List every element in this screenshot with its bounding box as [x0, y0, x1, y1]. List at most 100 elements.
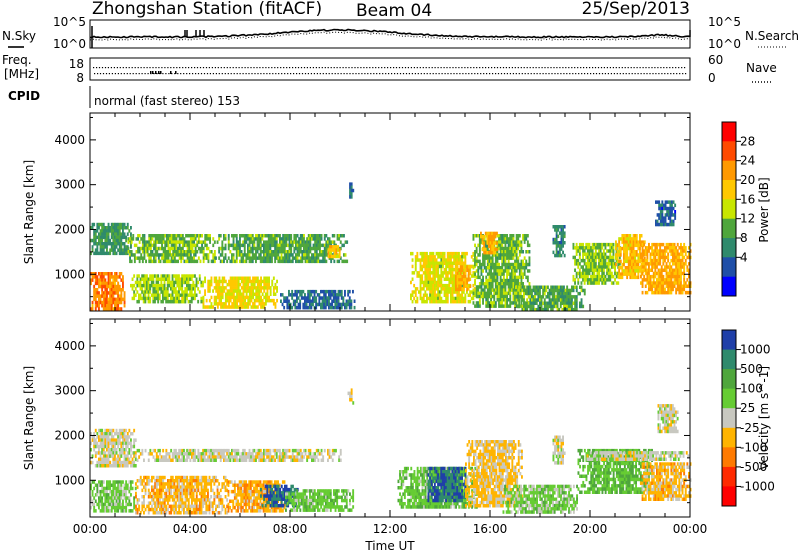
heatmap-cell	[253, 298, 256, 303]
heatmap-cell	[171, 287, 174, 291]
heatmap-cell	[525, 266, 528, 270]
heatmap-cell	[338, 237, 341, 241]
heatmap-cell	[306, 243, 309, 248]
heatmap-cell	[221, 259, 224, 264]
heatmap-cell	[280, 293, 282, 297]
heatmap-cell	[563, 241, 566, 245]
heatmap-cell	[192, 280, 195, 285]
n-sky-label: N.Sky	[2, 29, 36, 43]
heatmap-cell	[195, 293, 198, 297]
heatmap-cell	[598, 271, 600, 276]
heatmap-cell	[235, 256, 238, 260]
heatmap-cell	[462, 296, 465, 301]
heatmap-cell	[464, 264, 467, 269]
heatmap-cell	[112, 242, 115, 246]
heatmap-cell	[277, 259, 280, 264]
heatmap-cell	[178, 256, 181, 260]
heatmap-cell	[221, 292, 224, 296]
heatmap-cell	[634, 256, 637, 260]
heatmap-cell	[185, 259, 187, 264]
heatmap-cell	[474, 272, 476, 276]
heatmap-cell	[115, 284, 118, 289]
heatmap-cell	[250, 298, 253, 303]
heatmap-cell	[275, 240, 278, 244]
heatmap-cell	[210, 302, 213, 306]
heatmap-cell	[99, 284, 102, 289]
heatmap-cell	[482, 256, 484, 260]
freq-point	[633, 67, 635, 69]
heatmap-cell	[345, 305, 348, 310]
heatmap-cell	[458, 261, 460, 265]
heatmap-cell	[327, 240, 329, 244]
heatmap-cell	[295, 240, 297, 244]
heatmap-cell	[122, 297, 124, 302]
heatmap-cell	[242, 286, 245, 290]
heatmap-cell	[157, 277, 160, 281]
heatmap-cell	[263, 240, 265, 244]
heatmap-cell	[507, 304, 510, 308]
nave-point	[512, 73, 514, 75]
heatmap-cell	[649, 278, 652, 282]
heatmap-cell	[333, 259, 336, 264]
heatmap-cell	[174, 299, 177, 304]
heatmap-cell	[242, 243, 245, 248]
heatmap-cell	[520, 240, 523, 244]
heatmap-cell	[559, 288, 562, 293]
heatmap-cell	[411, 299, 414, 304]
heatmap-cell	[455, 281, 457, 285]
heatmap-cell	[324, 296, 327, 300]
heatmap-cell	[422, 261, 425, 265]
heatmap-cell	[504, 240, 507, 244]
freq-point	[520, 67, 522, 69]
heatmap-cell	[189, 240, 192, 244]
heatmap-cell	[292, 299, 295, 303]
heatmap-cell	[434, 261, 436, 265]
heatmap-cell	[294, 289, 297, 294]
heatmap-cell	[99, 278, 102, 282]
freq-point	[393, 67, 395, 69]
heatmap-cell	[279, 256, 281, 260]
heatmap-cell	[165, 243, 168, 248]
heatmap-cell	[155, 293, 158, 297]
heatmap-cell	[463, 278, 465, 282]
heatmap-cell	[266, 259, 269, 264]
heatmap-cell	[237, 298, 240, 303]
heatmap-cell	[120, 248, 123, 252]
heatmap-cell	[429, 255, 432, 259]
heatmap-cell	[96, 242, 99, 246]
freq-point	[134, 67, 136, 69]
heatmap-cell	[672, 287, 674, 292]
heatmap-cell	[239, 237, 241, 241]
heatmap-cell	[146, 246, 149, 251]
heatmap-cell	[450, 271, 452, 275]
freq-point	[636, 67, 638, 69]
heatmap-cell	[239, 234, 241, 238]
heatmap-cell	[94, 297, 97, 302]
heatmap-cell	[248, 298, 251, 303]
heatmap-cell	[193, 234, 195, 238]
heatmap-cell	[477, 259, 480, 264]
heatmap-cell	[256, 305, 259, 309]
heatmap-cell	[477, 266, 480, 270]
heatmap-cell	[99, 272, 102, 276]
heatmap-cell	[118, 226, 121, 230]
heatmap-cell	[558, 295, 561, 299]
heatmap-cell	[261, 292, 264, 296]
heatmap-cell	[556, 298, 559, 302]
heatmap-cell	[288, 259, 291, 264]
heatmap-cell	[109, 248, 112, 252]
nave-point	[358, 73, 360, 75]
heatmap-cell	[269, 246, 272, 251]
nave-point	[376, 73, 378, 75]
heatmap-cell	[153, 259, 155, 264]
heatmap-cell	[91, 226, 94, 230]
heatmap-cell	[157, 290, 160, 294]
heatmap-cell	[244, 286, 246, 290]
heatmap-cell	[138, 280, 140, 285]
freq-point	[565, 67, 567, 69]
heatmap-cell	[245, 253, 248, 257]
heatmap-cell	[194, 250, 197, 254]
heatmap-cell	[485, 278, 488, 283]
heatmap-cell	[317, 234, 320, 238]
heatmap-cell	[486, 266, 489, 270]
